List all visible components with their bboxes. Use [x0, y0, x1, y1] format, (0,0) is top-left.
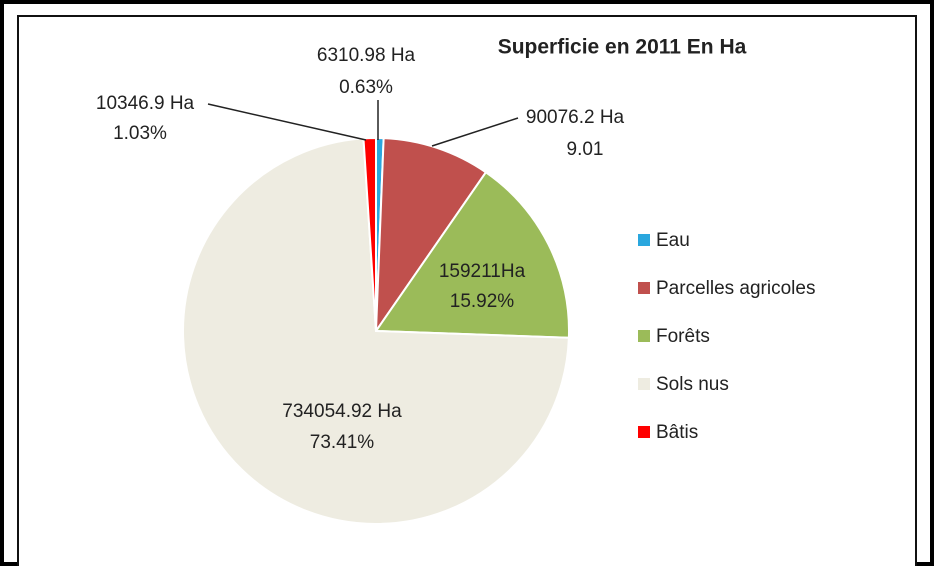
- legend-swatch: [638, 234, 650, 246]
- percent-label: 1.03%: [113, 123, 167, 144]
- legend-swatch: [638, 330, 650, 342]
- pie-slice: [362, 136, 377, 332]
- data-label: 6310.98 Ha: [317, 45, 416, 66]
- legend-label: Parcelles agricoles: [656, 278, 815, 299]
- data-label: 90076.2 Ha: [526, 107, 625, 128]
- leader-line: [431, 117, 519, 147]
- percent-label: 0.63%: [339, 77, 393, 98]
- percent-label: 73.41%: [310, 432, 375, 453]
- chart-title: Superficie en 2011 En Ha: [498, 36, 747, 59]
- pie-slice: [374, 170, 570, 339]
- data-label: 159211Ha: [439, 261, 526, 282]
- legend-swatch: [638, 426, 650, 438]
- pie-slice: [182, 137, 570, 525]
- percent-label: 15.92%: [450, 291, 515, 312]
- legend-swatch: [638, 378, 650, 390]
- leader-line: [207, 103, 367, 141]
- legend-swatch: [638, 282, 650, 294]
- pie-slice: [374, 137, 488, 335]
- legend-label: Bâtis: [656, 422, 698, 443]
- percent-label: 9.01: [567, 139, 604, 160]
- legend-label: Forêts: [656, 326, 710, 347]
- data-label: 10346.9 Ha: [96, 93, 195, 114]
- legend-label: Sols nus: [656, 374, 729, 395]
- data-label: 734054.92 Ha: [282, 401, 402, 422]
- legend-label: Eau: [656, 230, 690, 251]
